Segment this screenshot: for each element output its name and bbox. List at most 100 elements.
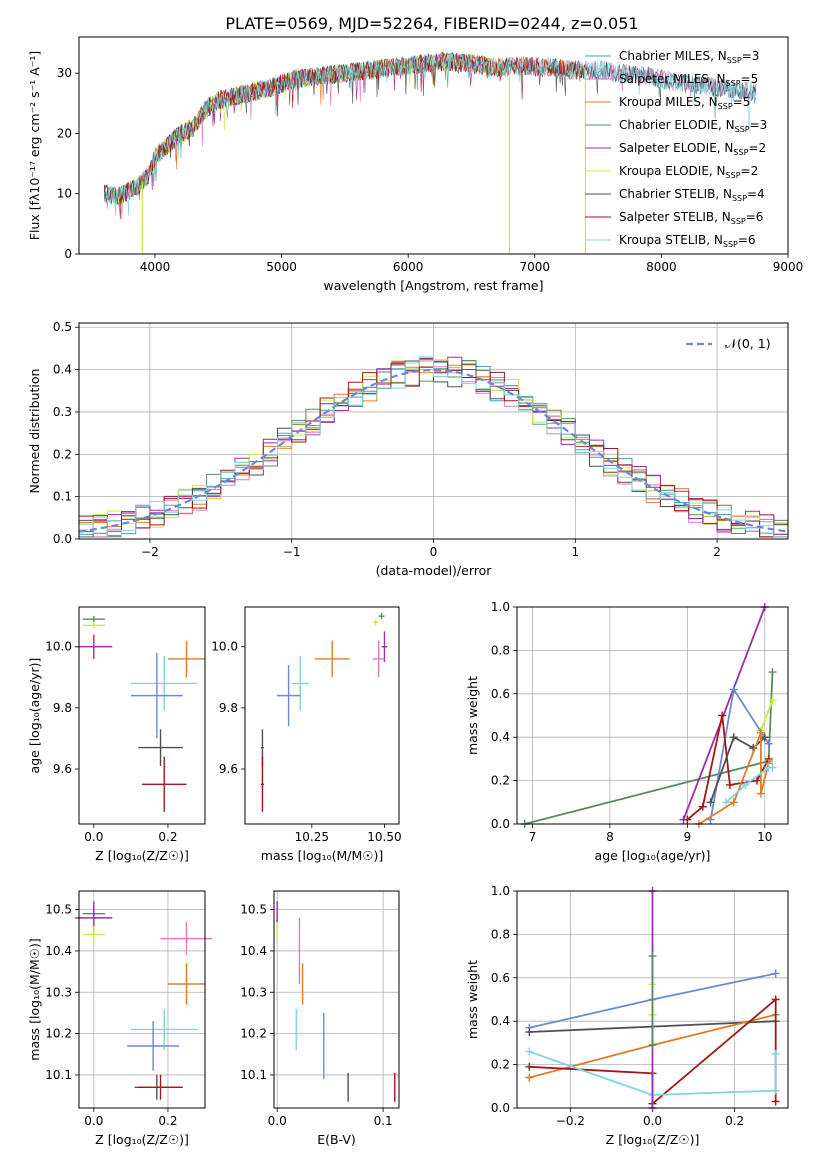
weight-marker [768,668,777,677]
legend-count: =3 [742,49,760,63]
spectrum-line [104,50,586,219]
y-tick-label: 0.4 [491,730,510,744]
legend-count: =4 [747,187,765,201]
chart-spectrum: 4000 5000 6000 7000 8000 9000 0 10 20 30 wavelengt… [27,36,804,293]
x-tick-label: 0.2 [725,1114,744,1128]
weight-marker [768,696,777,705]
weight-marker [722,798,731,807]
y-tick-label: 0.6 [491,687,510,701]
legend-label: Chabrier MILES, NSSP=3 [619,49,759,65]
weight-marker [683,815,692,824]
legend-label: Salpeter ELODIE, NSSP=2 [619,141,766,157]
normal-curve [78,368,789,533]
x-tick-label: 10.25 [295,830,329,844]
y-axis-label: Normed distribution [27,369,42,494]
y-tick-label: 10.0 [211,640,238,654]
legend-count: =5 [733,95,751,109]
x-tick-label: −2 [141,545,159,559]
x-tick-label: −0.2 [556,1114,585,1128]
x-tick-label: 0.0 [84,830,103,844]
y-tick-label: 10.3 [240,985,267,999]
weight-marker [729,798,738,807]
legend-subscript: SSP [718,102,733,111]
legend-count: =2 [741,164,759,178]
weight-marker [525,1028,534,1037]
weight-marker [706,798,715,807]
y-tick-label: 1.0 [491,884,510,898]
axes-frame [78,890,206,1109]
y-tick-label: 9.8 [219,701,238,715]
weight-marker [741,780,750,789]
x-tick-label: 0.1 [374,1114,393,1128]
weight-line [524,672,774,825]
axes-frame [516,606,789,825]
weight-marker [771,1086,780,1095]
x-tick-label: 0.0 [84,1114,103,1128]
y-tick-label: 0.2 [491,1058,510,1072]
y-tick-label: 10.4 [240,944,267,958]
y-tick-label: 10.5 [240,903,267,917]
weight-marker [648,952,657,961]
x-tick-label: 5000 [266,260,297,274]
x-tick-label: 7 [529,830,537,844]
axes-frame [244,606,400,825]
y-tick-label: 10.0 [45,640,72,654]
y-tick-label: 0.0 [491,817,510,831]
legend-subscript: SSP [735,125,750,134]
legend-subscript: SSP [731,217,746,226]
legend-subscript: SSP [726,171,741,180]
y-tick-label: 10.3 [45,985,72,999]
legend-subscript: SSP [726,79,741,88]
y-tick-label: 0.4 [491,1014,510,1028]
chart-residuals: −2 −1 0 1 2 0.0 0.1 0.2 0.3 0.4 0.5 (data-model)/er… [27,320,789,578]
weight-marker [753,776,762,785]
x-tick-label: 9000 [773,260,804,274]
x-tick-label: 6000 [393,260,424,274]
y-tick-label: 10.2 [240,1027,267,1041]
legend-label: Chabrier STELIB, NSSP=4 [619,187,765,203]
legend-count: =6 [746,210,764,224]
y-tick-label: 20 [57,126,72,140]
axes-frame [78,36,789,255]
chart-weight_vs_Z: −0.2 0.0 0.2 0.0 0.2 0.4 0.6 0.8 1.0 Z [log₁₀(Z/Z… [465,884,789,1147]
weight-marker [760,733,769,742]
legend-label: Chabrier ELODIE, NSSP=3 [619,118,767,134]
weight-marker [725,780,734,789]
y-tick-label: 10.1 [240,1068,267,1082]
weight-marker [771,995,780,1004]
weight-marker [771,1097,780,1106]
y-tick-label: 0.6 [491,971,510,985]
x-tick-label: 0.2 [158,830,177,844]
axes-frame [78,606,206,825]
y-tick-label: 0 [64,247,72,261]
y-tick-label: 0.2 [53,447,72,461]
x-tick-label: 0.0 [643,1114,662,1128]
x-axis-label: (data-model)/error [376,563,493,578]
weight-marker [525,1062,534,1071]
x-tick-label: 4000 [140,260,171,274]
weight-marker [698,802,707,811]
legend-count: =5 [741,72,759,86]
weight-line [709,687,770,820]
weight-line [682,606,766,821]
weight-marker [525,1047,534,1056]
y-tick-label: 0.0 [491,1101,510,1115]
legend-subscript: SSP [727,56,742,65]
legend-count: =3 [750,118,768,132]
axes-frame [78,322,789,540]
weight-marker [768,763,777,772]
legend-subscript: SSP [733,148,748,157]
chart-age_vs_mass: 10.25 10.50 9.6 9.8 10.0 mass [log₁₀(M/M☉)] [211,606,402,863]
chart-mass_vs_Z: 0.0 0.2 10.1 10.2 10.3 10.4 10.5 Z [log₁₀(Z/Z☉)… [27,890,213,1147]
x-axis-label: Z [log₁₀(Z/Z☉)] [95,1132,189,1147]
x-tick-label: 0.2 [158,1114,177,1128]
spectrum-line [104,52,757,217]
chart-weight_vs_age: 7 8 9 10 0.0 0.2 0.4 0.6 0.8 1.0 age [log₁₀(age/yr… [465,600,789,863]
axes-frame [516,890,789,1109]
weight-marker [729,733,738,742]
axes-frame [273,890,400,1109]
y-tick-label: 9.8 [53,701,72,715]
x-tick-label: 7000 [520,260,551,274]
weight-line [709,735,766,803]
